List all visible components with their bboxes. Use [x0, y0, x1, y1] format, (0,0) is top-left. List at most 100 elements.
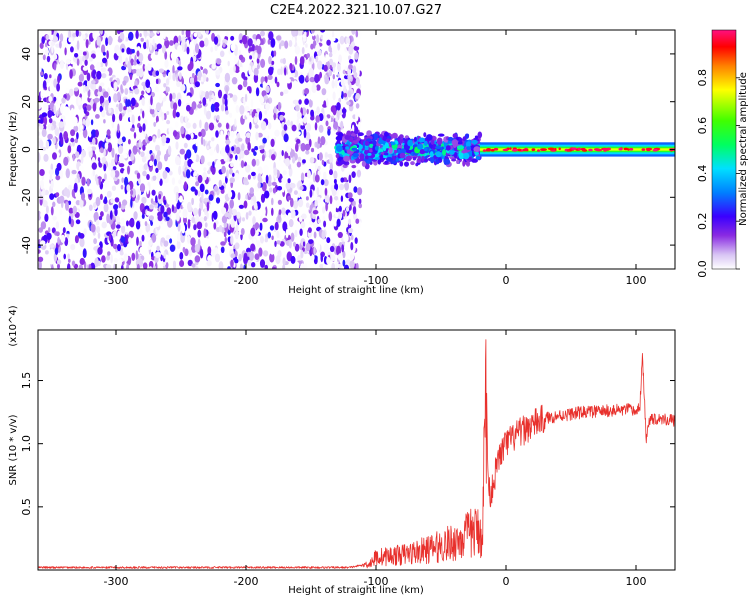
spectrogram-cell	[399, 152, 406, 159]
spectrogram-cell	[55, 192, 60, 198]
spectrogram-cell	[239, 66, 244, 72]
spectrogram-cell	[148, 135, 153, 142]
spectrogram-cell	[326, 256, 331, 265]
spectrogram-cell	[260, 30, 265, 37]
spectrogram-cell	[346, 101, 351, 106]
spectrogram-cell	[391, 159, 397, 164]
spectrogram-cell	[77, 97, 82, 106]
spectrogram-cell	[351, 147, 358, 151]
spectrogram-cell	[305, 43, 308, 48]
spectrogram-cell	[251, 111, 255, 118]
spectrogram-cell	[124, 141, 128, 149]
spectrogram-cell	[588, 148, 593, 152]
spectrogram-cell	[178, 179, 182, 185]
spectrogram-cell	[229, 67, 235, 76]
spectrogram-cell	[49, 102, 55, 110]
spectrogram-cell	[254, 124, 259, 129]
spectrogram-cell	[225, 110, 229, 115]
spectrogram-cell	[253, 116, 258, 124]
spectrogram-cell	[386, 157, 393, 162]
spectrogram-cell	[225, 31, 230, 37]
spectrogram-cell	[276, 230, 280, 239]
spectrogram-cell	[128, 236, 132, 244]
spectrogram-cell	[163, 83, 167, 88]
spectrogram-cell	[44, 213, 49, 222]
spectrogram-cell	[348, 64, 353, 70]
spectrogram-cell	[182, 208, 188, 219]
spectrogram-cell	[208, 194, 214, 201]
snr-ylabel: SNR (10 * v/v)	[8, 414, 19, 485]
spectrogram-cell	[171, 92, 176, 100]
spectrogram-cell	[118, 145, 124, 154]
spectrogram-cell	[314, 199, 318, 207]
spectrogram-cell	[55, 96, 59, 105]
spectrogram-cell	[43, 103, 49, 111]
spectrogram-cell	[67, 263, 71, 269]
spectrogram-cell	[204, 37, 209, 47]
spectrogram-cell	[449, 150, 455, 155]
spectrogram-cell	[48, 96, 53, 103]
spectrogram-cell	[343, 233, 349, 243]
spectrogram-cell	[256, 45, 262, 55]
spectrogram-cell	[116, 91, 121, 102]
spectrogram-cell	[142, 110, 145, 119]
spectrogram-cell	[297, 198, 304, 208]
spectrogram-cell	[308, 239, 314, 245]
spectrogram-cell	[355, 42, 361, 47]
spectrogram-cell	[49, 248, 55, 256]
spectrogram-cell	[331, 62, 337, 68]
spectrogram-cell	[256, 63, 260, 70]
spectrogram-cell	[304, 98, 309, 105]
spectrogram-cell	[315, 55, 319, 63]
spectrogram-cell	[456, 145, 464, 150]
spectrogram-cell	[60, 136, 64, 145]
spectrogram-cell	[290, 209, 296, 219]
spectrogram-cell	[301, 213, 307, 220]
spectrogram-cell	[111, 185, 116, 191]
spectrogram-cell	[272, 266, 276, 269]
spectrogram-cell	[256, 38, 261, 46]
spectrogram-cell	[271, 181, 277, 186]
spectrogram-cell	[243, 264, 246, 269]
spectrogram-cell	[355, 157, 361, 164]
spectrogram-cell	[106, 254, 110, 261]
spectrogram-cell	[38, 119, 44, 124]
spectrogram-cell	[211, 63, 216, 70]
spectrogram-cell	[462, 136, 467, 142]
spectrogram-cell	[276, 35, 282, 41]
spectrogram-cell	[345, 206, 350, 212]
spectrogram-cell	[106, 190, 112, 198]
spectrogram-cell	[304, 31, 307, 37]
spectrogram-cell	[175, 155, 181, 166]
spectrogram-cell	[407, 139, 413, 147]
spectrogram-cell	[282, 221, 288, 232]
spectrogram-cell	[118, 201, 122, 209]
spectrogram-cell	[357, 187, 363, 196]
snr-frame	[37, 329, 676, 571]
spectrogram-cell	[157, 214, 163, 222]
spectrogram-cell	[297, 156, 302, 162]
spectrogram-cell	[149, 32, 155, 37]
spectrogram-cell	[254, 146, 259, 151]
spectrogram-cell	[473, 146, 481, 153]
spectrogram-cell	[305, 202, 310, 208]
spectrogram-cell	[136, 172, 141, 179]
spectrogram-cell	[430, 139, 435, 145]
spectrogram-cell	[139, 246, 145, 255]
spectrogram-cell	[311, 84, 317, 93]
spectrogram-cell	[177, 222, 181, 232]
spectrogram-cell	[52, 35, 59, 43]
spectrogram-cell	[249, 121, 252, 130]
spectrogram-cell	[126, 47, 131, 55]
spectrogram-cell	[435, 145, 442, 149]
spectrogram-cell	[307, 170, 311, 179]
spectrogram-cell	[113, 257, 118, 263]
spectrogram-cell	[173, 102, 178, 111]
spectrogram-cell	[138, 177, 141, 185]
spectrogram-cell	[65, 168, 71, 179]
spectrogram-cell	[386, 138, 391, 143]
spectrogram-cell	[332, 107, 337, 116]
spectrogram-cell	[352, 152, 359, 158]
spectrogram-cell	[138, 52, 144, 63]
spectrogram-cell	[159, 178, 163, 186]
